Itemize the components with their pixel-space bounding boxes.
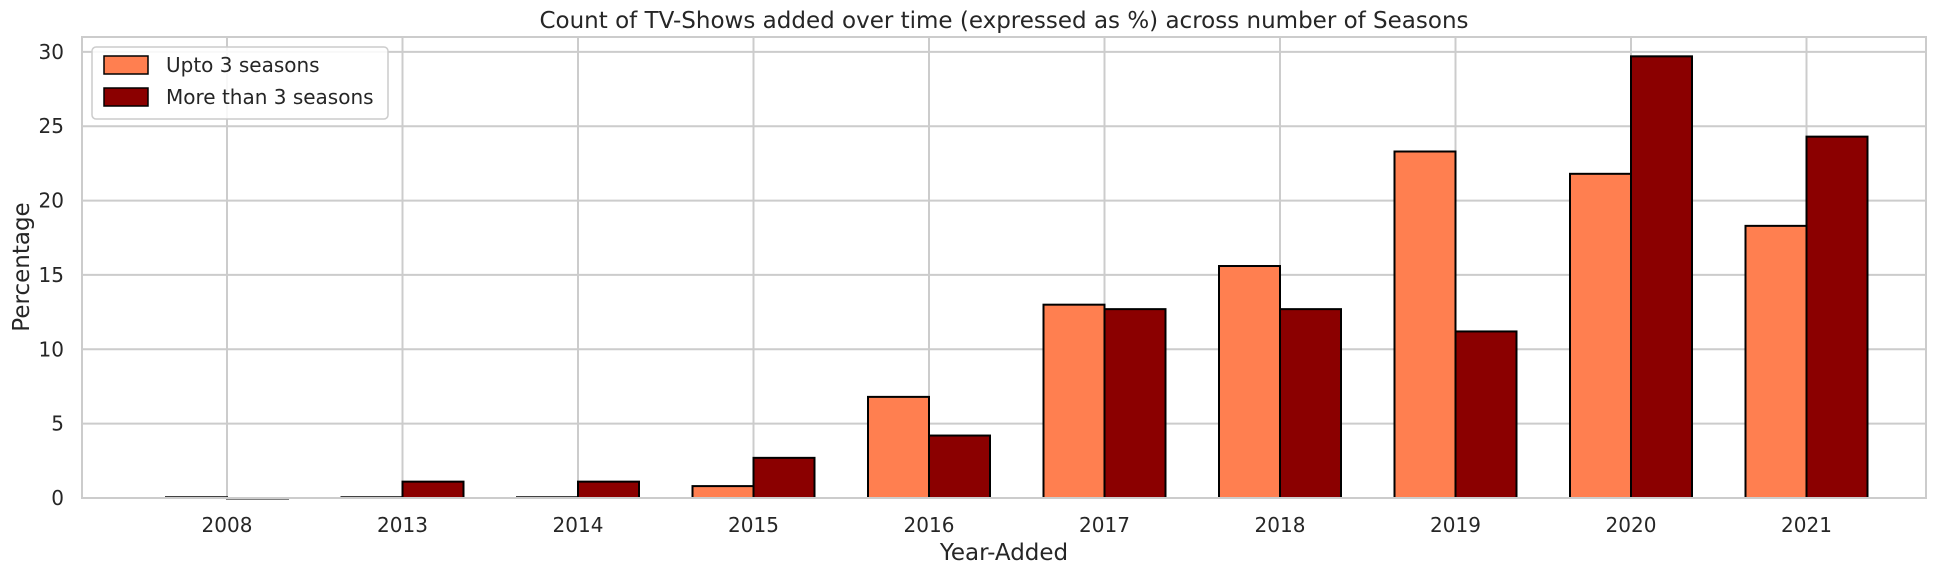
x-tick-label: 2014 xyxy=(553,513,604,537)
x-tick-label: 2019 xyxy=(1430,513,1481,537)
bar-upto-3-seasons-2019 xyxy=(1393,150,1457,500)
y-tick-label: 10 xyxy=(39,337,64,361)
legend-label-more-than-3: More than 3 seasons xyxy=(166,85,374,109)
x-tick-label: 2013 xyxy=(377,513,428,537)
legend: Upto 3 seasons More than 3 seasons xyxy=(91,46,389,120)
y-axis-label: Percentage xyxy=(9,202,35,331)
x-tick-label: 2018 xyxy=(1255,513,1306,537)
chart-title: Count of TV-Shows added over time (expre… xyxy=(539,8,1468,34)
bars xyxy=(165,55,1869,500)
legend-frame xyxy=(91,46,389,120)
x-tick-label: 2008 xyxy=(202,513,253,537)
legend-swatch-more-than-3 xyxy=(103,87,149,107)
bar-upto-3-seasons-2015 xyxy=(691,485,755,500)
bar-more-than-3-seasons-2015 xyxy=(752,456,816,499)
y-tick-label: 5 xyxy=(51,412,64,436)
bar-more-than-3-seasons-2019 xyxy=(1454,330,1518,499)
bar-upto-3-seasons-2021 xyxy=(1744,224,1808,499)
x-tick-label: 2020 xyxy=(1606,513,1657,537)
y-tick-label: 25 xyxy=(39,114,64,138)
legend-label-upto-3: Upto 3 seasons xyxy=(166,53,320,77)
x-tick-label: 2016 xyxy=(904,513,955,537)
x-axis-label: Year-Added xyxy=(939,540,1068,566)
y-tick-label: 30 xyxy=(39,40,64,64)
bar-more-than-3-seasons-2018 xyxy=(1279,308,1342,499)
bar-more-than-3-seasons-2014 xyxy=(577,480,640,500)
bar-upto-3-seasons-2020 xyxy=(1569,172,1632,499)
y-tick-label: 15 xyxy=(39,263,64,287)
legend-swatch-upto-3 xyxy=(103,55,149,75)
x-tick-label: 2021 xyxy=(1781,513,1832,537)
y-tick-label: 20 xyxy=(39,189,64,213)
plot-frame xyxy=(81,36,1927,499)
x-tick-label: 2015 xyxy=(728,513,779,537)
bar-upto-3-seasons-2016 xyxy=(867,395,930,499)
y-tick-labels: 0 5 10 15 20 25 30 xyxy=(39,40,64,510)
bar-more-than-3-seasons-2016 xyxy=(928,434,991,499)
x-tick-label: 2017 xyxy=(1079,513,1130,537)
x-tick-labels: 2008 2013 2014 2015 2016 2017 2018 2019 2020 2021 xyxy=(202,513,1832,537)
bar-more-than-3-seasons-2020 xyxy=(1630,55,1693,500)
y-tick-label: 0 xyxy=(51,486,64,510)
bar-more-than-3-seasons-2021 xyxy=(1805,135,1869,499)
bar-more-than-3-seasons-2013 xyxy=(401,480,465,500)
bar-upto-3-seasons-2017 xyxy=(1042,303,1106,500)
bar-upto-3-seasons-2018 xyxy=(1218,265,1281,499)
bar-more-than-3-seasons-2017 xyxy=(1103,308,1167,499)
